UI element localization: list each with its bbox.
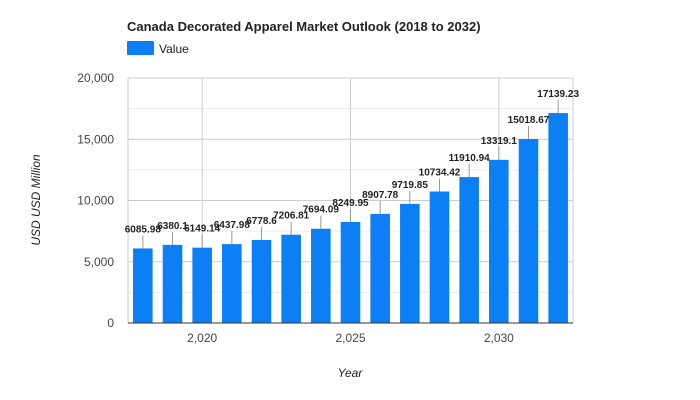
bar xyxy=(548,113,568,323)
y-axis-title: USD USD Million xyxy=(29,154,43,246)
x-tick-label: 2,020 xyxy=(187,331,217,345)
x-tick-label: 2,025 xyxy=(335,331,365,345)
data-label: 9719.85 xyxy=(392,180,429,191)
bar xyxy=(192,247,212,323)
data-label: 13319.1 xyxy=(481,136,518,147)
legend-swatch xyxy=(127,41,154,55)
bar xyxy=(459,177,479,323)
chart-title: Canada Decorated Apparel Market Outlook … xyxy=(127,19,481,34)
data-label: 7206.81 xyxy=(273,211,310,222)
bar xyxy=(429,191,450,323)
legend-label: Value xyxy=(159,42,189,56)
data-label: 10734.42 xyxy=(419,168,461,179)
bar xyxy=(370,213,390,323)
bar xyxy=(133,248,153,323)
y-axis-ticks: 0 5,000 10,000 15,000 20,000 xyxy=(77,71,114,330)
data-label: 15018.67 xyxy=(508,115,550,126)
x-tick-label: 2,030 xyxy=(484,331,514,345)
y-tick-label: 20,000 xyxy=(77,71,114,85)
bar xyxy=(281,234,301,323)
bar xyxy=(489,159,509,323)
data-label: 8249.95 xyxy=(332,198,369,209)
data-label: 17139.23 xyxy=(537,89,579,100)
bar xyxy=(162,244,183,323)
data-label: 6437.98 xyxy=(214,220,251,231)
data-label: 6778.6 xyxy=(246,216,277,227)
bar xyxy=(311,228,331,323)
data-label: 8907.78 xyxy=(362,190,399,201)
bar xyxy=(340,221,361,323)
y-tick-label: 5,000 xyxy=(84,255,114,269)
x-axis-ticks: 2,020 2,025 2,030 xyxy=(187,331,514,345)
y-tick-label: 10,000 xyxy=(77,194,114,208)
data-label: 7694.09 xyxy=(303,205,340,216)
bar xyxy=(400,203,420,323)
data-label: 6085.98 xyxy=(125,224,162,235)
data-label: 11910.94 xyxy=(449,153,491,164)
data-label: 6380.1 xyxy=(157,221,188,232)
bar xyxy=(518,139,539,323)
x-axis-title: Year xyxy=(338,366,364,380)
data-labels: 6085.986380.16149.146437.986778.67206.81… xyxy=(125,89,579,249)
y-tick-label: 15,000 xyxy=(77,132,114,146)
y-tick-label: 0 xyxy=(107,316,114,330)
bar xyxy=(222,244,242,323)
bars xyxy=(133,113,568,323)
data-label: 6149.14 xyxy=(184,224,221,235)
legend: Value xyxy=(127,41,189,56)
bar xyxy=(251,239,272,323)
